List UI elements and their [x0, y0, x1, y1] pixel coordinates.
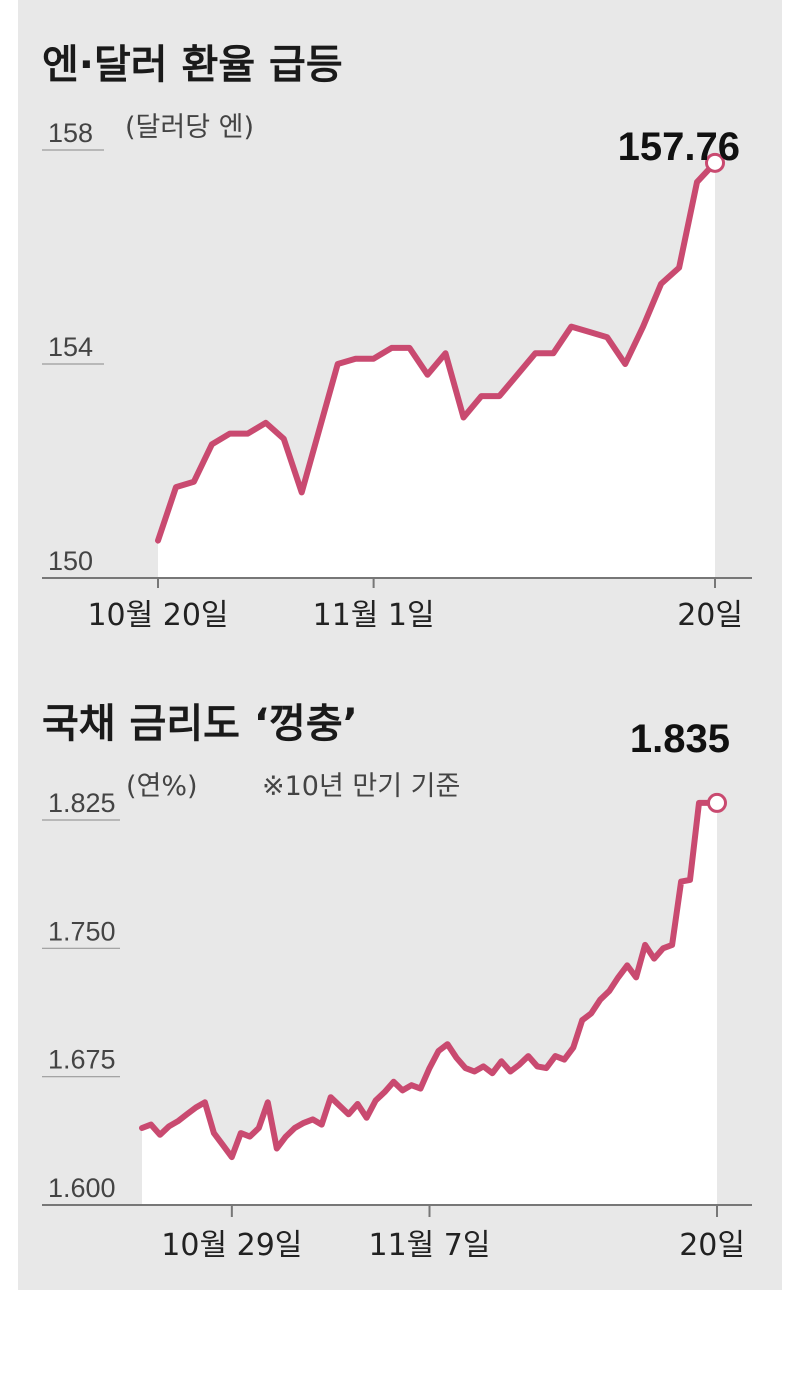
chart1-x-tick-label: 10월 20일 — [87, 598, 228, 633]
chart1-unit: (달러당 엔) — [125, 112, 254, 143]
chart1-y-tick-label: 154 — [48, 332, 93, 362]
chart1-end-label: 157.76 — [618, 125, 740, 169]
chart1-series-line — [155, 159, 718, 544]
chart2-y-tick-label: 1.750 — [48, 916, 116, 946]
chart2-note: ※10년 만기 기준 — [262, 771, 460, 802]
chart2-end-label: 1.835 — [630, 717, 730, 761]
chart2-y-tick-label: 1.825 — [48, 788, 116, 818]
chart1-area — [158, 162, 715, 579]
chart2-unit: (연%) — [126, 771, 198, 802]
chart2-area — [142, 802, 717, 1205]
chart1-y-tick-label: 158 — [48, 118, 93, 148]
chart2-x-tick-label: 10월 29일 — [161, 1228, 302, 1263]
chart2-plot: 1.600 1.675 1.750 1.825 10월 29일 11월 7일 20일 1.83… — [42, 717, 752, 1263]
chart2-y-tick-label: 1.600 — [48, 1173, 116, 1203]
chart1-x-tick-label: 11월 1일 — [313, 598, 435, 633]
chart2-end-point — [707, 792, 727, 813]
chart2-title: 국채 금리도 ‘껑충’ — [42, 701, 358, 747]
chart2-x-tick-label: 11월 7일 — [369, 1228, 491, 1263]
chart2-y-tick-label: 1.675 — [48, 1045, 116, 1075]
chart1-title: 엔·달러 환율 급등 — [42, 42, 343, 88]
chart1-x-tick-label: 20일 — [677, 598, 743, 633]
chart1-y-tick-label: 150 — [48, 546, 93, 576]
chart2-x-tick-label: 20일 — [679, 1228, 745, 1263]
chart2-series-line — [139, 799, 720, 1161]
chart1-plot: 150 154 158 10월 20일 11월 1일 20일 157.76 — [42, 118, 752, 633]
chart1-end-point — [705, 152, 725, 173]
